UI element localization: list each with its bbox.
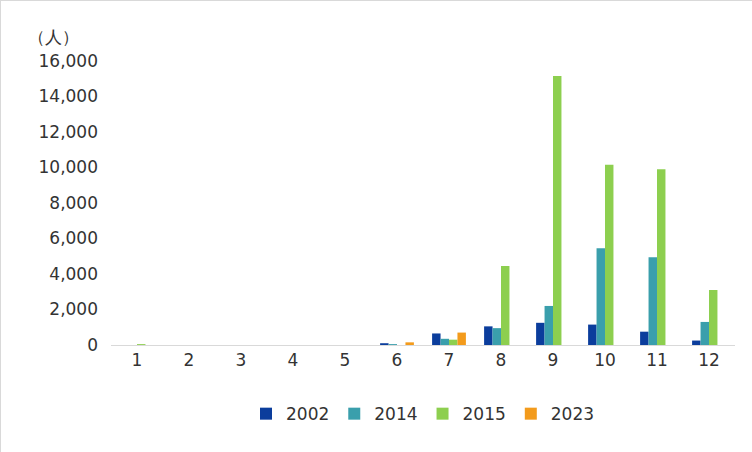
svg-text:9: 9: [548, 350, 559, 370]
svg-text:（人）: （人）: [28, 27, 79, 47]
svg-text:10,000: 10,000: [39, 157, 98, 177]
svg-text:14,000: 14,000: [39, 86, 98, 106]
svg-text:7: 7: [444, 350, 455, 370]
svg-text:10: 10: [594, 350, 616, 370]
svg-text:2: 2: [184, 350, 195, 370]
svg-text:3: 3: [236, 350, 247, 370]
svg-text:1: 1: [132, 350, 143, 370]
svg-text:2,000: 2,000: [49, 299, 98, 319]
svg-text:8,000: 8,000: [49, 193, 98, 213]
svg-text:0: 0: [87, 335, 98, 355]
svg-text:2014: 2014: [374, 404, 417, 424]
svg-text:12: 12: [698, 350, 720, 370]
svg-text:12,000: 12,000: [39, 122, 98, 142]
svg-text:2023: 2023: [551, 404, 594, 424]
svg-text:2015: 2015: [463, 404, 506, 424]
svg-text:2002: 2002: [286, 404, 329, 424]
svg-text:6,000: 6,000: [49, 228, 98, 248]
svg-text:4,000: 4,000: [49, 264, 98, 284]
svg-text:8: 8: [496, 350, 507, 370]
svg-text:11: 11: [646, 350, 668, 370]
svg-text:5: 5: [340, 350, 351, 370]
svg-text:4: 4: [288, 350, 299, 370]
svg-text:6: 6: [392, 350, 403, 370]
svg-text:16,000: 16,000: [39, 51, 98, 71]
